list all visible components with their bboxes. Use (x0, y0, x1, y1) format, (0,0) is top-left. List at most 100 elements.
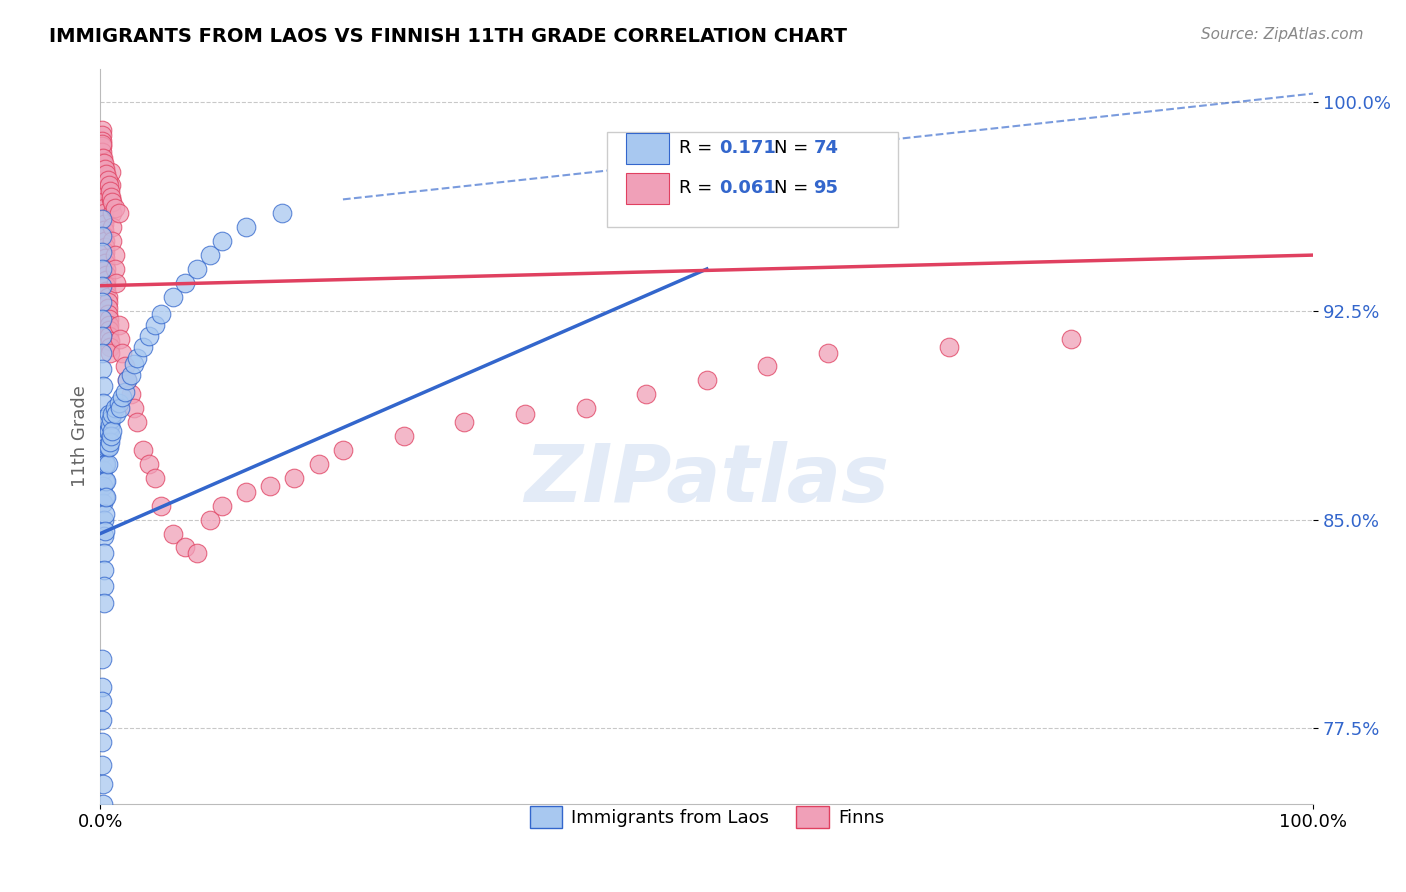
Point (90, 139, 112, 153)
Point (174, 276, 197, 290)
Text: 95: 95 (814, 178, 838, 196)
Point (120, 387, 142, 401)
Point (90, 278, 112, 293)
Point (90, 145, 112, 159)
Point (271, 206, 294, 220)
Point (101, 195, 124, 210)
Point (453, 415, 475, 429)
Point (100, 189, 122, 203)
Point (132, 340, 155, 354)
Point (90, 757, 112, 772)
Point (938, 340, 960, 354)
Point (107, 318, 129, 332)
Point (90, 228, 112, 243)
Point (1060, 332, 1083, 346)
Point (94, 507, 117, 521)
Point (91, 395, 114, 409)
Point (143, 318, 166, 332)
Point (105, 276, 128, 290)
Point (91, 195, 114, 210)
Point (817, 345, 839, 359)
Point (96, 285, 118, 299)
Point (100, 412, 122, 426)
Point (90, 680, 112, 694)
Point (97, 295, 120, 310)
Point (235, 220, 257, 235)
Text: N =: N = (773, 178, 814, 196)
Point (90, 136, 112, 151)
Point (96, 491, 118, 505)
Point (115, 373, 138, 387)
Point (100, 193, 122, 207)
Point (90, 312, 112, 326)
FancyBboxPatch shape (607, 133, 898, 227)
Point (574, 401, 596, 416)
Point (93, 529, 115, 543)
Point (104, 262, 127, 277)
Point (91, 479, 114, 493)
Point (97, 424, 120, 438)
Point (93, 596, 115, 610)
Point (120, 368, 142, 382)
Point (93, 218, 115, 232)
Point (392, 429, 415, 443)
Point (94, 245, 117, 260)
Point (90, 134, 112, 148)
Point (96, 440, 118, 454)
Point (696, 373, 718, 387)
FancyBboxPatch shape (626, 173, 669, 203)
Point (101, 206, 124, 220)
Point (513, 407, 536, 421)
Point (100, 429, 122, 443)
Point (98, 345, 121, 359)
Point (91, 429, 114, 443)
Point (91, 189, 114, 203)
Point (308, 457, 330, 471)
Point (93, 211, 115, 226)
Point (104, 401, 127, 416)
Point (98, 184, 121, 198)
Point (97, 457, 120, 471)
Point (93, 206, 115, 220)
Point (107, 395, 129, 409)
Point (97, 312, 120, 326)
Point (101, 220, 124, 235)
Point (108, 332, 131, 346)
Point (97, 424, 120, 438)
Point (96, 474, 118, 488)
Point (108, 401, 131, 416)
Point (90, 262, 112, 277)
Point (91, 173, 114, 187)
Point (94, 161, 117, 176)
Point (97, 290, 120, 304)
Point (97, 173, 120, 187)
Point (101, 234, 124, 248)
Point (115, 373, 138, 387)
Point (91, 412, 114, 426)
Point (97, 440, 120, 454)
Point (283, 471, 305, 485)
Point (235, 484, 257, 499)
Point (111, 390, 134, 404)
Point (90, 245, 112, 260)
Point (96, 167, 118, 181)
Point (756, 359, 779, 374)
Point (198, 248, 221, 262)
Point (90, 693, 112, 707)
Point (93, 513, 115, 527)
Point (97, 323, 120, 337)
Point (101, 424, 124, 438)
Point (107, 206, 129, 220)
Point (198, 513, 221, 527)
Text: R =: R = (679, 139, 718, 157)
Point (94, 240, 117, 254)
Point (90, 329, 112, 343)
Point (162, 526, 184, 541)
Point (124, 401, 146, 416)
Point (111, 345, 134, 359)
Text: IMMIGRANTS FROM LAOS VS FINNISH 11TH GRADE CORRELATION CHART: IMMIGRANTS FROM LAOS VS FINNISH 11TH GRA… (49, 27, 848, 45)
Point (90, 362, 112, 376)
Y-axis label: 11th Grade: 11th Grade (72, 385, 89, 487)
Point (98, 434, 121, 449)
Point (93, 579, 115, 593)
